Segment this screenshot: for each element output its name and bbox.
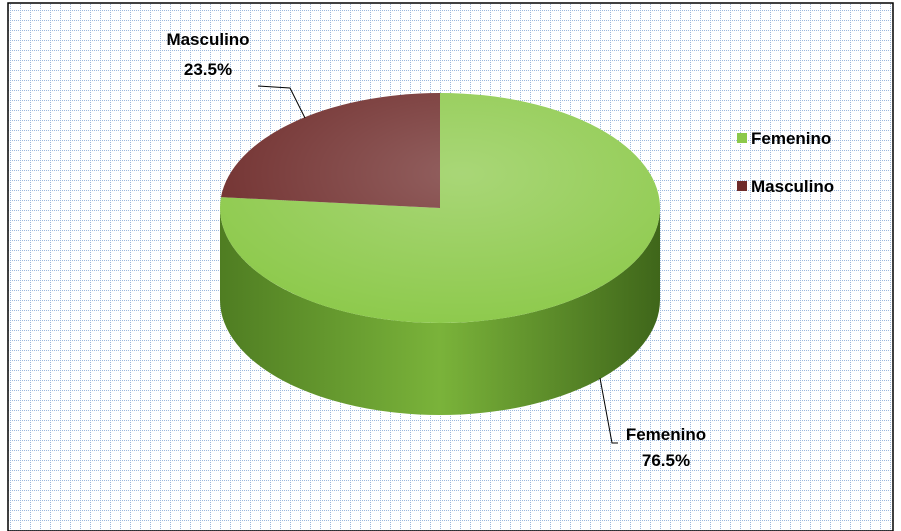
legend-label: Femenino	[751, 129, 831, 148]
data-label-name: Femenino	[626, 425, 706, 444]
data-label-value: 76.5%	[642, 451, 690, 470]
legend-label: Masculino	[751, 177, 834, 196]
pie-side	[220, 208, 660, 415]
pie-highlight	[220, 93, 660, 323]
data-label-name: Masculino	[166, 30, 249, 49]
legend-swatch	[737, 181, 747, 191]
legend-swatch	[737, 133, 747, 143]
data-label-value: 23.5%	[184, 60, 232, 79]
leader-line	[257, 85, 306, 119]
leader-line	[599, 377, 618, 444]
